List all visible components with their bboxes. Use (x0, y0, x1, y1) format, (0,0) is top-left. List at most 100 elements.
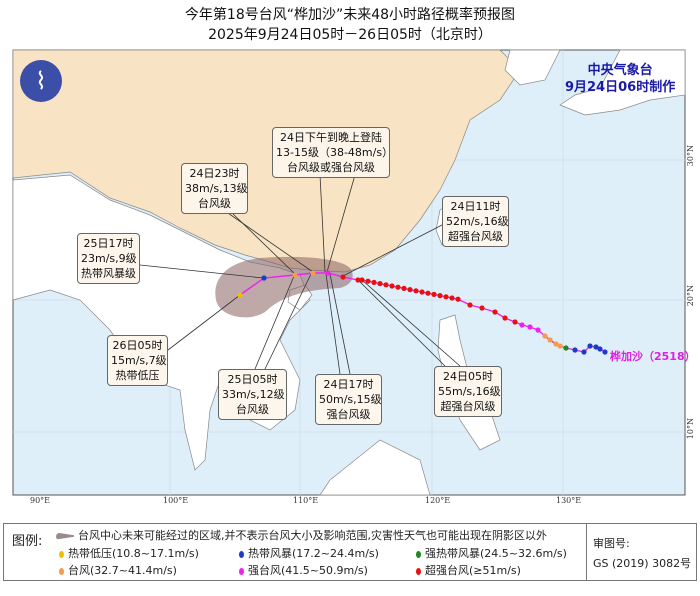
leader-line (167, 294, 241, 351)
callout-24d11h: 24日11时 52m/s,16级 超强台风级 (442, 196, 509, 247)
track-point (355, 277, 361, 283)
cma-logo: ⌇ (20, 60, 62, 102)
legend-cone: 台风中心未来可能经过的区域,并不表示台风大小及影响范围,灾害性天气也可能出现在阴… (56, 527, 547, 543)
track-point (431, 291, 437, 297)
lat-label: 30°N (686, 145, 695, 167)
korea (504, 49, 561, 86)
leader-line (254, 275, 295, 370)
sty-dot-icon (239, 567, 244, 575)
callout-text: 台风级或强台风级 (287, 161, 375, 174)
issuer-name: 中央气象台 (587, 63, 653, 78)
leader-line (342, 224, 443, 277)
legend-item: 热带风暴(17.2~24.4m/s) (239, 545, 379, 561)
callout-text: 50m/s,15级 (319, 393, 382, 406)
legend: 图例: 台风中心未来可能经过的区域,并不表示台风大小及影响范围,灾害性天气也可能… (3, 523, 697, 581)
track-point (359, 277, 365, 283)
callout-24d23h: 24日23时 38m/s,13级 台风级 (181, 163, 248, 214)
callout-text: 13-15级（38-48m/s） (276, 146, 394, 159)
legend-item: 强热带风暴(24.5~32.6m/s) (416, 545, 567, 561)
callout-24d05h: 24日05时 55m/s,16级 超强台风级 (434, 366, 502, 417)
track-point (407, 287, 413, 293)
legend-cone-text: 台风中心未来可能经过的区域,并不表示台风大小及影响范围,灾害性天气也可能出现在阴… (78, 529, 547, 542)
track-point (563, 345, 569, 351)
borneo (319, 439, 431, 496)
callout-text: 24日11时 (450, 200, 501, 213)
track-point (383, 282, 389, 288)
callout-text: 25日05时 (227, 373, 278, 386)
title-line2: 2025年9月24日05时－26日05时（北京时） (208, 27, 492, 43)
japan (559, 49, 686, 116)
track-point (593, 344, 599, 350)
track-point (413, 288, 419, 294)
track-point (401, 285, 407, 291)
track-point (547, 337, 553, 343)
legend-item: 超强台风(≥51m/s) (416, 562, 521, 578)
leader-line (229, 210, 296, 275)
track-point (479, 305, 485, 311)
callout-text: 33m/s,12级 (222, 388, 285, 401)
callout-text: 24日23时 (189, 167, 240, 180)
track-point (425, 290, 431, 296)
review-number: GS (2019) 3082号 (593, 557, 692, 570)
leader-line (361, 279, 461, 367)
leader-line (325, 273, 341, 375)
legend-item: 台风(32.7~41.4m/s) (59, 562, 177, 578)
leader-line (224, 210, 314, 273)
lon-label: 120°E (425, 496, 451, 505)
leader-line (319, 174, 326, 273)
callout-text: 热带低压 (115, 369, 160, 382)
track-point (502, 315, 508, 321)
track-point (292, 272, 298, 278)
track-point (557, 343, 563, 349)
legend-label: 强热带风暴(24.5~32.6m/s) (425, 547, 567, 560)
track-point (261, 275, 267, 281)
ty-dot-icon (59, 567, 64, 575)
callout-text: 55m/s,16级 (438, 385, 501, 398)
callout-text: 26日05时 (112, 339, 163, 352)
issuer-block: 中央气象台 9月24日06时制作 (565, 62, 675, 96)
callout-text: 52m/s,16级 (446, 215, 509, 228)
lon-label: 100°E (163, 496, 189, 505)
track-point (519, 322, 525, 328)
forecast-cone (215, 256, 353, 318)
track-point (377, 281, 383, 287)
callout-26d05h: 26日05时 15m/s,7级 热带低压 (107, 335, 168, 386)
track-point (581, 349, 587, 355)
lon-label: 110°E (293, 496, 319, 505)
callout-text: 强台风级 (326, 408, 371, 421)
track-point (572, 347, 578, 353)
track-point (553, 341, 559, 347)
track-point (467, 302, 473, 308)
track-point (602, 349, 608, 355)
callout-landfall: 24日下午到晚上登陆 13-15级（38-48m/s） 台风级或强台风级 (272, 127, 394, 178)
track-point (237, 292, 243, 298)
callout-text: 热带风暴级 (81, 267, 136, 280)
lat-label: 10°N (686, 418, 695, 440)
track-point (437, 293, 443, 299)
review-number-block: 审图号: GS (2019) 3082号 (586, 524, 696, 580)
track-point (542, 333, 548, 339)
track-point (371, 279, 377, 285)
legend-item: 强台风(41.5~50.9m/s) (239, 562, 368, 578)
legend-item: 热带低压(10.8~17.1m/s) (59, 545, 199, 561)
callout-text: 台风级 (236, 403, 269, 416)
callout-text: 23m/s,9级 (81, 252, 137, 265)
track-point (389, 283, 395, 289)
callout-text: 24日下午到晚上登陆 (280, 131, 382, 144)
callout-text: 25日17时 (83, 237, 134, 250)
lat-label: 20°N (686, 285, 695, 307)
track-point (597, 346, 603, 352)
callout-25d05h: 25日05时 33m/s,12级 台风级 (218, 369, 287, 420)
track-point (587, 343, 593, 349)
legend-label: 热带风暴(17.2~24.4m/s) (248, 547, 379, 560)
callout-text: 24日05时 (443, 370, 493, 383)
title-line1: 今年第18号台风“桦加沙”未来48小时路径概率预报图 (184, 7, 516, 23)
track-point (492, 309, 498, 315)
ts-dot-icon (239, 550, 244, 558)
callout-text: 台风级 (198, 197, 231, 210)
leader-line (329, 273, 351, 375)
legend-title: 图例: (12, 534, 43, 549)
callout-text: 38m/s,13级 (185, 182, 248, 195)
track-point (527, 324, 533, 330)
track-point (340, 274, 346, 280)
